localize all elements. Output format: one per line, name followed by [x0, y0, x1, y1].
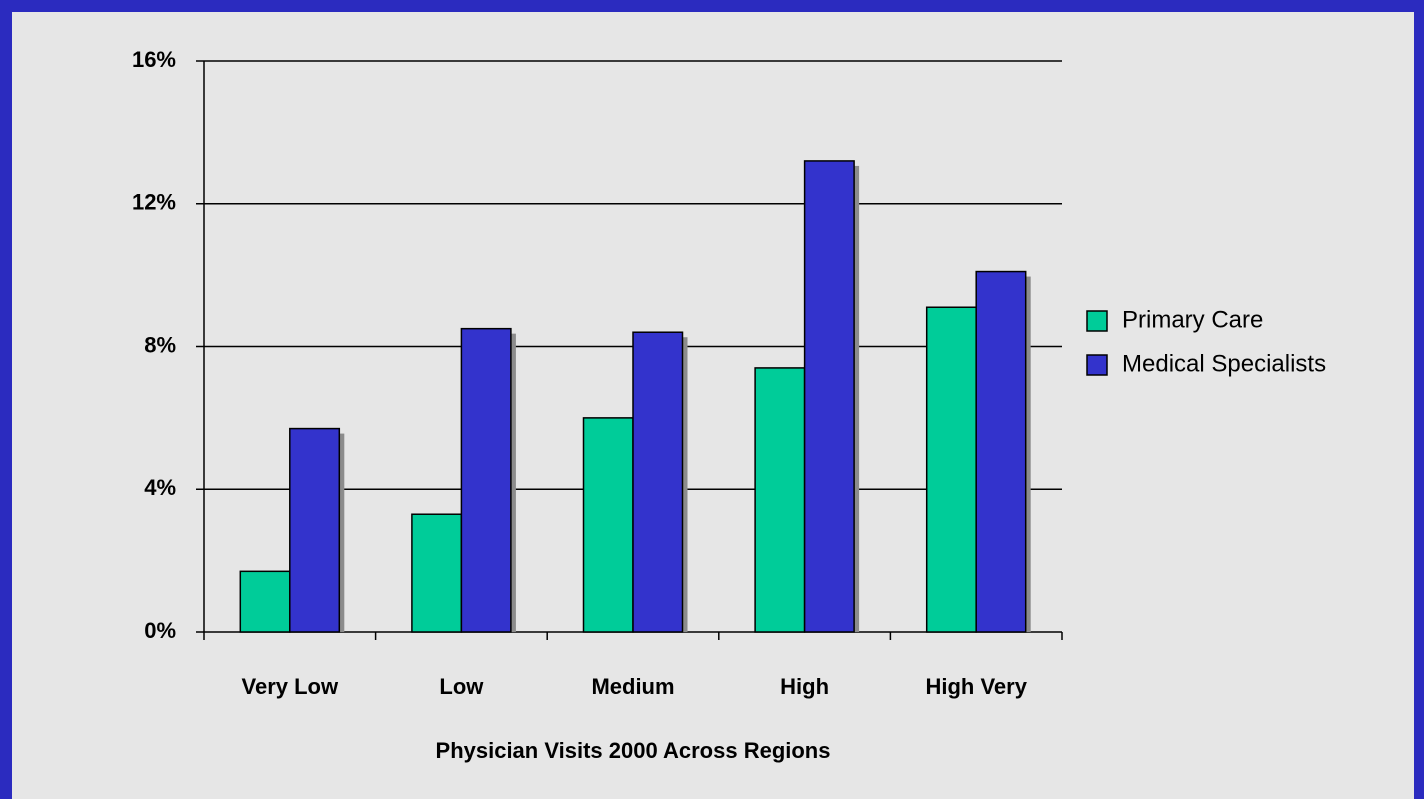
y-tick-label: 4%	[144, 475, 176, 500]
bar	[803, 160, 855, 633]
bar	[754, 367, 806, 633]
bar	[239, 570, 291, 633]
legend-swatch	[1086, 354, 1108, 376]
legend-swatch	[1086, 310, 1108, 332]
bar	[460, 327, 512, 633]
y-tick-label: 8%	[144, 332, 176, 357]
x-tick-label: High	[780, 674, 829, 699]
bar	[975, 270, 1027, 633]
legend-label: Medical Specialists	[1122, 350, 1326, 377]
x-tick-label: Very Low	[242, 674, 339, 699]
background	[12, 12, 1414, 799]
x-tick-label: Medium	[591, 674, 674, 699]
legend-label: Primary Care	[1122, 306, 1263, 333]
y-tick-label: 12%	[132, 190, 176, 215]
x-axis-title: Physician Visits 2000 Across Regions	[436, 738, 831, 763]
x-tick-label: High Very	[925, 674, 1027, 699]
y-tick-label: 0%	[144, 618, 176, 643]
bar	[411, 513, 463, 633]
bar	[632, 331, 684, 633]
x-tick-label: Low	[439, 674, 484, 699]
bar	[582, 417, 634, 633]
bar	[289, 427, 341, 633]
bar	[925, 306, 977, 633]
y-tick-label: 16%	[132, 47, 176, 72]
